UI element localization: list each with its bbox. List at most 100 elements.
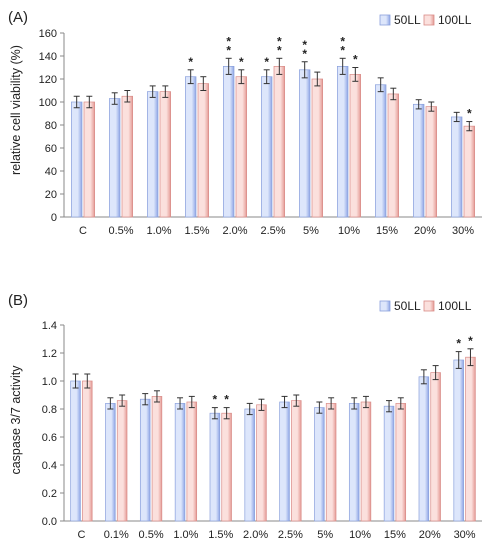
legend-a-swatch-50ll (379, 14, 391, 26)
panel-a-significance-star: * (226, 34, 231, 48)
panel-b-ytick-label: 1.2 (42, 348, 57, 360)
panel-a-xtick-label: 0.5% (108, 225, 133, 237)
panel-a-bar-100ll (273, 65, 285, 218)
legend-b-label-50ll: 50LL (394, 299, 421, 313)
panel-b-bar-100ll (151, 396, 163, 522)
panel-b-significance-star: * (224, 393, 229, 407)
panel-a-bar-50ll (337, 65, 349, 218)
panel-a-bar-50ll (261, 76, 273, 218)
panel-a-ytick-label: 0 (51, 212, 57, 224)
panel-a-bar-100ll (311, 78, 323, 218)
panel-a-xtick-label: 10% (338, 225, 360, 237)
panel-a-significance-star: * (340, 34, 345, 48)
panel-a-significance-star: * (188, 55, 193, 69)
panel-b-xtick-label: 2.0% (243, 529, 268, 541)
panel-a-ytick-label: 80 (45, 120, 57, 132)
panel-a-bar-100ll (425, 106, 437, 218)
panel-a-bar-100ll (349, 74, 361, 218)
panel-b-ytick-label: 1.4 (42, 320, 57, 332)
panel-b-ytick-label: 0.6 (42, 432, 57, 444)
panel-a-significance-star: * (353, 53, 358, 67)
panel-b-bar-50ll (314, 407, 325, 522)
panel-b-bar-100ll (116, 400, 128, 522)
panel-a-significance-star: * (239, 55, 244, 69)
panel-a-bar-50ll (71, 101, 83, 218)
panel-b-bar-50ll (209, 412, 221, 522)
legend-a-label-50ll: 50LL (394, 13, 421, 27)
panel-b-xtick-label: 1.5% (208, 529, 233, 541)
panel-b-xtick-label: 10% (349, 529, 371, 541)
panel-b-xtick-label: 1.0% (173, 529, 198, 541)
panel-a-significance-star: * (302, 38, 307, 52)
panel-a-xtick-label: 5% (303, 225, 319, 237)
panel-a-bar-100ll (83, 101, 95, 218)
panel-b-bar-50ll (70, 380, 81, 522)
panel-b-bar-100ll (256, 404, 267, 522)
panel-b-ytick-label: 1.0 (42, 376, 57, 388)
panel-a-significance-star: * (467, 107, 472, 121)
panel-a-label: (A) (8, 9, 28, 26)
panel-b-plot: 0.0 0.2 0.4 0.6 0.8 1.0 1.2 1.4 C 0.1% 0.5% 1.0% 1.5… (42, 320, 482, 541)
panel-a-plot: 0 20 40 60 80 100 120 140 160 C 0.5% 1.0% 1.5% * 2.0% *… (39, 28, 482, 237)
legend-b-label-100ll: 100LL (438, 299, 472, 313)
panel-b-bar-100ll (430, 372, 441, 522)
panel-a-bar-50ll (413, 103, 425, 218)
panel-b-bar-100ll (360, 401, 372, 522)
panel-b-bar-100ll (395, 403, 407, 522)
panel-b-legend: 50LL 100LL (379, 299, 472, 313)
panel-a-ytick-label: 160 (39, 28, 57, 40)
panel-b-xtick-label: 2.5% (278, 529, 303, 541)
panel-a-ylabel: relative cell viability (%) (9, 45, 23, 175)
panel-b-xtick-label: 20% (419, 529, 441, 541)
panel-b: (B) caspase 3/7 activity 50LL 100LL 0.00… (8, 292, 482, 541)
panel-b-bar-100ll (82, 380, 93, 522)
panel-b-ytick-label: 0.0 (42, 516, 57, 528)
panel-a-bar-50ll (109, 98, 121, 218)
panel-b-bar-100ll (325, 403, 337, 522)
panel-a-ytick-label: 140 (39, 51, 57, 63)
panel-b-ytick-label: 0.8 (42, 404, 57, 416)
panel-a-bar-100ll (235, 76, 247, 218)
panel-a-ytick-label: 20 (45, 189, 57, 201)
panel-b-xtick-label: 5% (317, 529, 333, 541)
panel-a-significance-star: * (340, 43, 345, 57)
panel-a-bar-100ll (463, 125, 475, 218)
legend-b-swatch-50ll (379, 300, 391, 312)
panel-b-xtick-label: 30% (454, 529, 476, 541)
panel-b-bar-50ll (453, 359, 464, 522)
panel-a-bar-100ll (387, 93, 399, 218)
legend-b-swatch-100ll (423, 300, 435, 312)
panel-b-significance-star: * (213, 393, 218, 407)
legend-a-label-100ll: 100LL (438, 13, 472, 27)
panel-a-xtick-label: 1.5% (184, 225, 209, 237)
panel-b-significance-star: * (456, 337, 461, 351)
panel-a-xtick-label: 2.5% (260, 225, 285, 237)
panel-a-ytick-label: 120 (39, 74, 57, 86)
panel-b-ytick-label: 0.4 (42, 460, 57, 472)
panel-b-xtick-label: C (77, 529, 85, 541)
panel-a-legend: 50LL 100LL (379, 13, 472, 27)
panel-a-bar-100ll (121, 95, 133, 218)
panel-a-bar-50ll (223, 65, 235, 218)
panel-a-significance-star: * (277, 34, 282, 48)
panel-b-ytick-label: 0.2 (42, 488, 57, 500)
panel-b-significance-star: * (468, 334, 473, 348)
panel-b-bar-50ll (139, 398, 151, 522)
panel-a-xtick-label: 30% (452, 225, 474, 237)
panel-b-bar-50ll (105, 403, 116, 522)
panel-a-significance-star: * (226, 43, 231, 57)
legend-a-swatch-100ll (423, 14, 435, 26)
panel-b-bar-100ll (186, 401, 198, 522)
panel-b-bar-50ll (383, 405, 395, 522)
panel-a-xtick-label: 20% (414, 225, 436, 237)
panel-a-xtick-label: 2.0% (222, 225, 247, 237)
panel-a-bar-50ll (451, 116, 463, 218)
panel-b-bar-50ll (279, 401, 290, 522)
panel-b-xtick-label: 15% (384, 529, 406, 541)
panel-a-significance-star: * (302, 47, 307, 61)
panel-b-bar-100ll (465, 356, 476, 522)
panel-a-significance-star: * (277, 43, 282, 57)
panel-a-xtick-label: 15% (376, 225, 398, 237)
panel-a-bar-50ll (299, 69, 311, 218)
